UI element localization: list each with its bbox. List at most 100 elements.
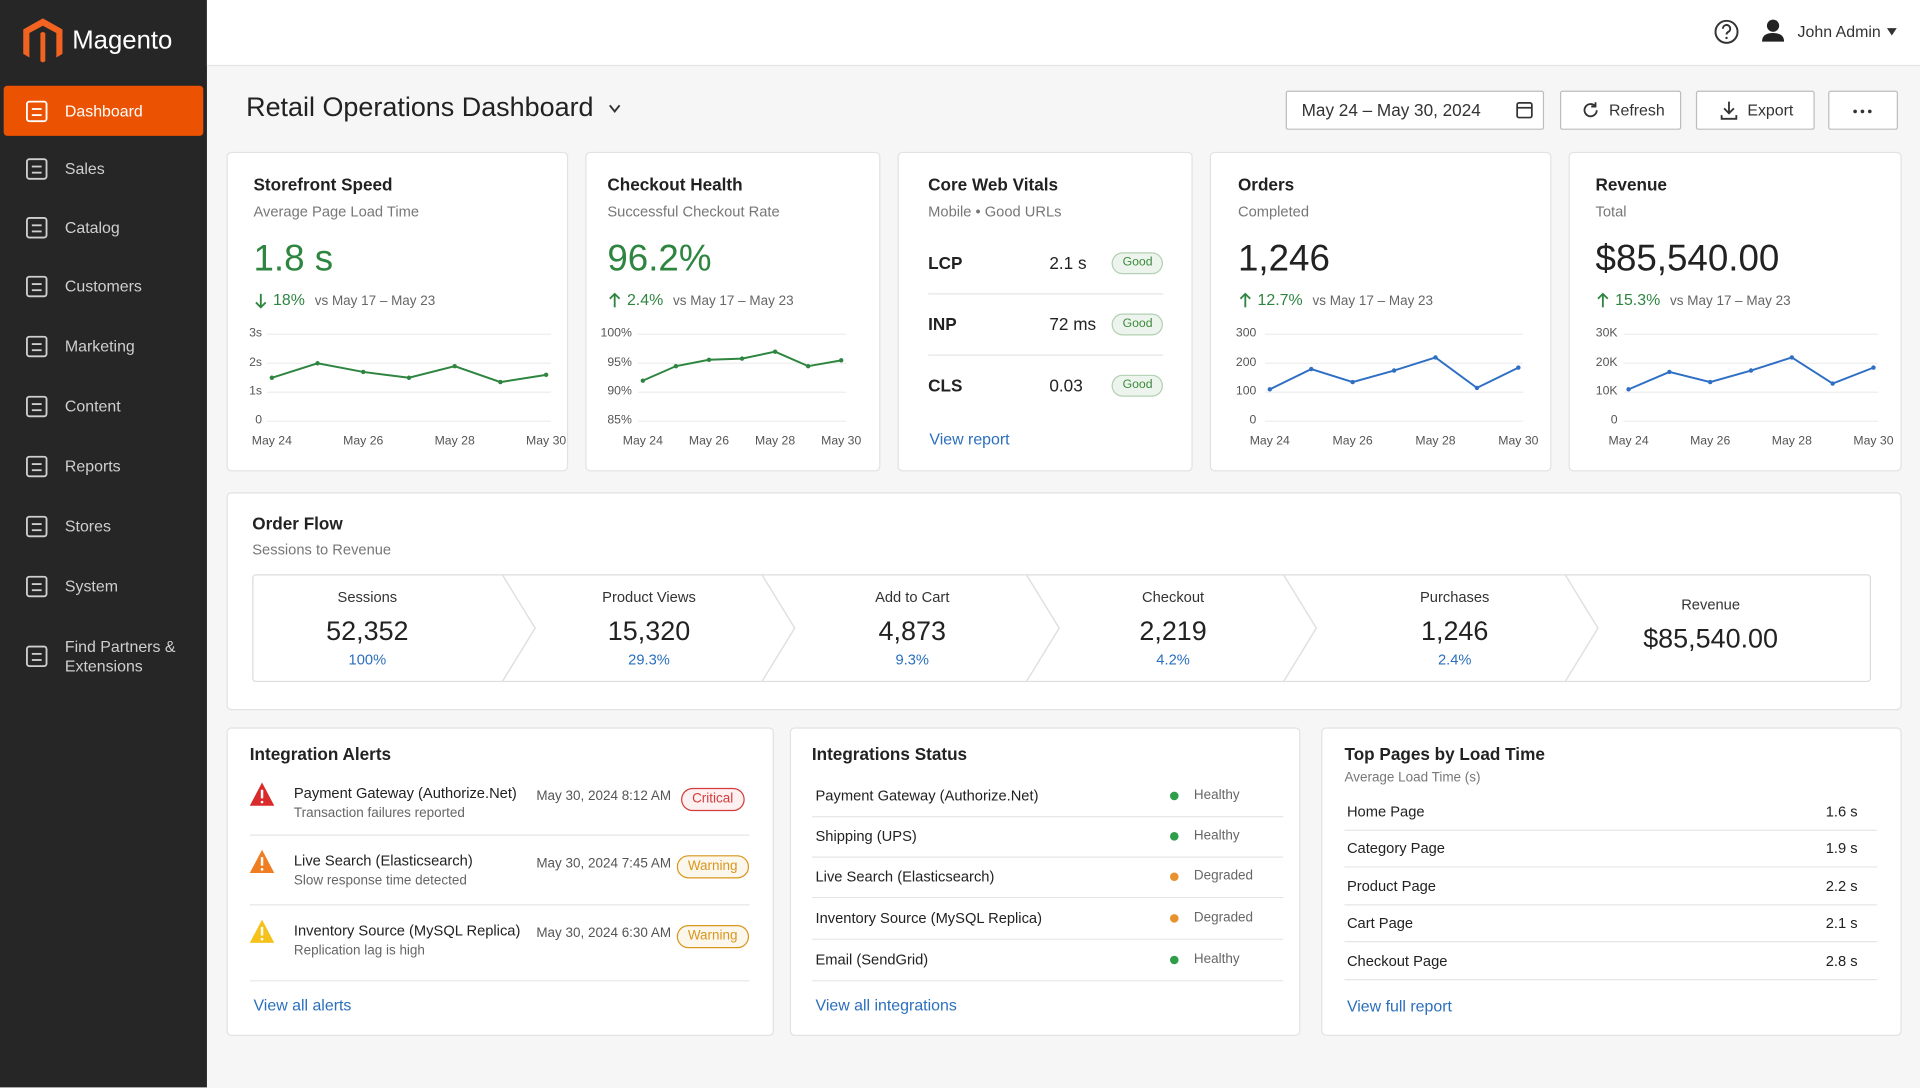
top-pages-card [1321,727,1902,1036]
card-subtitle: Sessions to Revenue [252,540,392,559]
export-button[interactable] [1695,90,1815,130]
alert-time: May 30, 2024 8:12 AM [536,789,672,804]
nav-item[interactable]: Reports [64,456,121,476]
y-tick-label: 100 [1235,384,1257,399]
nav-item[interactable]: Sales [64,159,105,178]
more-button[interactable] [1828,90,1898,130]
change-value: 2.4% [626,290,664,309]
stage-label: Revenue [1681,596,1741,614]
top-bar [206,0,1920,67]
date-picker[interactable] [1285,90,1545,130]
kpi-subtitle: Completed [1237,203,1310,221]
alert-name: Inventory Source (MySQL Replica) [293,921,521,939]
x-tick-label: May 26 [1332,434,1373,449]
card-title: Top Pages by Load Time [1344,744,1545,764]
alert-name: Payment Gateway (Authorize.Net) [293,784,517,802]
change-comparison: vs May 17 – May 23 [314,293,436,309]
stage-share: 9.3% [895,651,929,669]
kpi-title: Revenue [1595,174,1667,195]
nav-item[interactable]: Stores [64,516,111,536]
stage-value: 2,219 [1139,615,1207,647]
change-value: 15.3% [1615,290,1661,309]
x-tick-label: May 26 [343,434,384,449]
stage-value: 1,246 [1420,615,1489,647]
x-tick-label: May 30 [526,434,567,449]
nav-item[interactable]: Dashboard [64,101,143,121]
y-tick-label: 3s [249,326,263,341]
alert-badge: Critical [681,787,745,812]
change-comparison: vs May 17 – May 23 [673,293,794,309]
alerts-card [226,727,774,1036]
kpi-change: 12.7% vs May 17 – May 23 [1258,290,1433,310]
nav-item[interactable]: Find Partners & Extensions [64,637,176,675]
view-report-link[interactable]: View report [929,430,1010,449]
metric-status: Good [1111,252,1164,275]
nav-item[interactable]: Catalog [64,218,120,237]
stage-share: 29.3% [628,651,670,669]
y-tick-label: 90% [607,384,632,399]
alert-name: Live Search (Elasticsearch) [293,852,473,870]
integration-name: Live Search (Elasticsearch) [815,867,995,886]
brand: Magento [72,26,173,55]
y-tick-label: 0 [1249,413,1257,428]
refresh-button[interactable] [1560,90,1682,130]
kpi-title: Checkout Health [607,174,743,195]
alert-time: May 30, 2024 6:30 AM [536,926,672,941]
card-title: Order Flow [252,513,343,534]
kpi-change: 2.4% vs May 17 – May 23 [627,290,794,310]
page-load-time: 2.8 s [1825,952,1858,970]
y-tick-label: 10K [1595,384,1618,399]
kpi-card [585,151,881,472]
y-tick-label: 0 [1610,413,1618,428]
y-tick-label: 200 [1235,355,1257,370]
stage-share: 2.4% [1437,651,1472,669]
x-tick-label: May 30 [1498,434,1539,449]
x-tick-label: May 24 [251,434,292,449]
integration-status: Degraded [1193,868,1254,884]
integration-status: Degraded [1193,910,1254,925]
card-title: Integrations Status [811,744,968,764]
view-full-report-link[interactable]: View full report [1346,996,1452,1016]
page-name: Product Page [1346,877,1436,895]
metric-name: LCP [928,252,963,273]
page-name: Cart Page [1346,914,1414,932]
x-tick-label: May 26 [688,434,730,449]
kpi-card [1209,151,1552,472]
y-tick-label: 30K [1595,326,1618,341]
nav-item[interactable]: Content [64,396,121,416]
change-value: 12.7% [1257,290,1303,309]
y-tick-label: 0 [255,413,263,428]
nav-item[interactable]: System [64,576,118,596]
card-subtitle: Average Load Time (s) [1344,770,1481,786]
funnel [252,574,1872,683]
date-range[interactable]: May 24 – May 30, 2024 [1301,99,1481,120]
page-name: Home Page [1346,803,1425,821]
y-tick-label: 100% [600,326,632,341]
web-vitals-card [897,151,1193,472]
kpi-value: 1,246 [1237,238,1330,280]
integration-name: Shipping (UPS) [815,827,917,845]
nav-item[interactable]: Marketing [64,336,135,356]
kpi-card [226,151,569,472]
title-caret [609,104,621,113]
view-alerts-link[interactable]: View all alerts [253,995,352,1015]
nav-item[interactable]: Customers [64,276,142,296]
refresh-label[interactable]: Refresh [1608,100,1665,120]
kpi-value: 1.8 s [253,238,334,280]
kpi-value: 96.2% [607,238,712,280]
alert-detail: Transaction failures reported [293,806,465,821]
x-tick-label: May 24 [622,434,663,449]
export-label[interactable]: Export [1747,100,1794,120]
y-tick-label: 20K [1595,355,1618,370]
integrations-card [789,727,1301,1036]
view-integrations-link[interactable]: View all integrations [815,995,957,1015]
page-load-time: 2.2 s [1825,877,1858,895]
stage-share: 100% [348,651,387,669]
alert-badge: Warning [676,855,749,879]
metric-value: 0.03 [1049,375,1083,396]
integration-name: Payment Gateway (Authorize.Net) [815,787,1039,805]
page-title: Retail Operations Dashboard [246,91,594,123]
user-name[interactable]: John Admin [1797,22,1881,41]
